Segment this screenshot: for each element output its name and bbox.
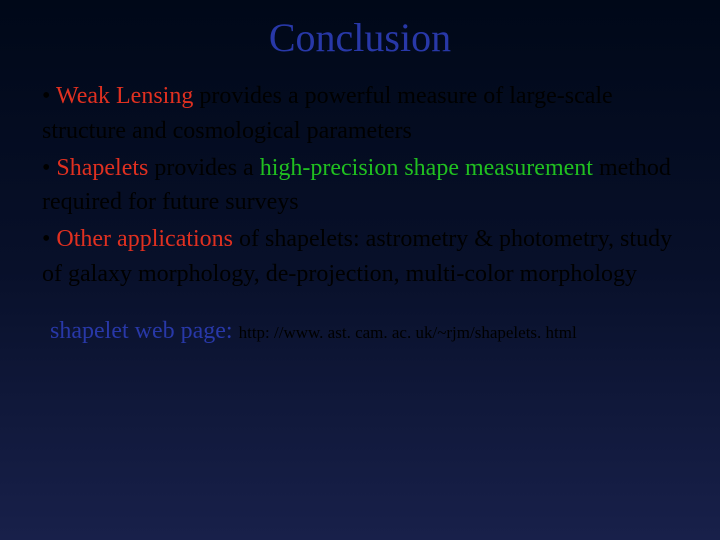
footer-url: http: //www. ast. cam. ac. uk/~rjm/shape… (239, 323, 577, 342)
bullet-2: • Shapelets provides a high-precision sh… (42, 151, 684, 221)
bullet-marker: • (42, 155, 56, 181)
bullet-3: • Other applications of shapelets: astro… (42, 222, 684, 292)
footer-label: shapelet web page: (50, 318, 239, 344)
bullet-2-mid: provides a (148, 155, 259, 181)
bullet-1: • Weak Lensing provides a powerful measu… (42, 79, 684, 149)
bullet-marker: • (42, 83, 56, 109)
slide-body: • Weak Lensing provides a powerful measu… (0, 79, 720, 292)
bullet-marker: • (42, 226, 56, 252)
highlight-precision: high-precision shape measurement (260, 155, 593, 181)
highlight-shapelets: Shapelets (56, 155, 148, 181)
slide-title: Conclusion (0, 0, 720, 79)
highlight-weak-lensing: Weak Lensing (56, 83, 193, 109)
footer: shapelet web page: http: //www. ast. cam… (0, 294, 720, 345)
highlight-other-apps: Other applications (56, 226, 233, 252)
